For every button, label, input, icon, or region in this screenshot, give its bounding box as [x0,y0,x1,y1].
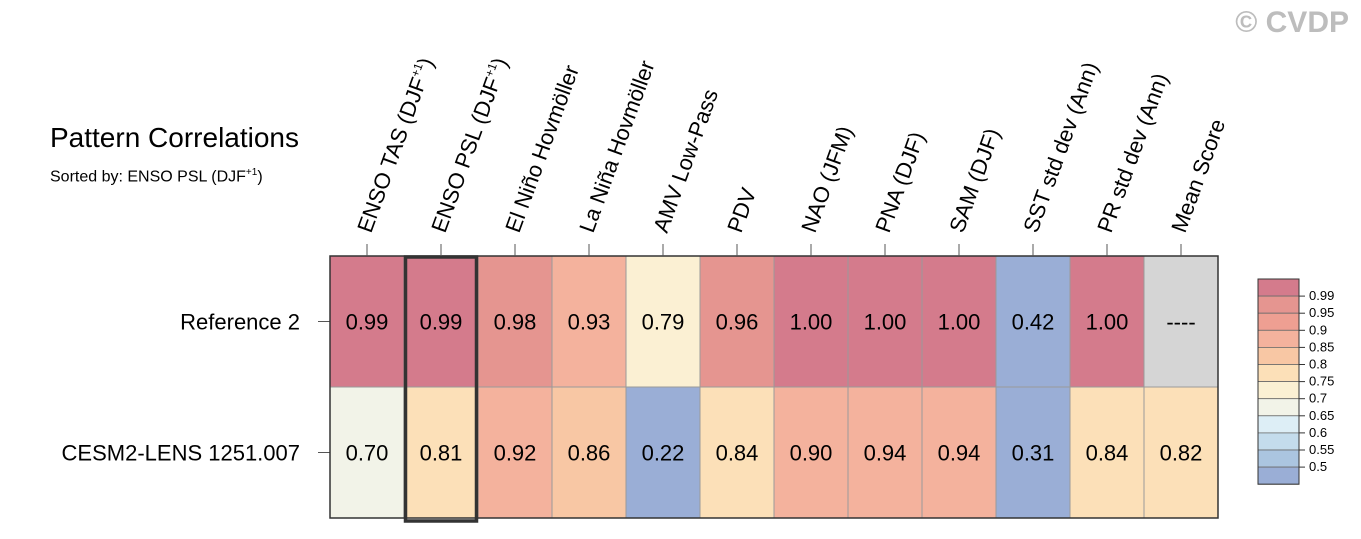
cell-value-label: 0.99 [346,310,389,335]
cell-value-label: 0.22 [642,441,685,466]
chart-title: Pattern Correlations [50,122,300,153]
heatmap-cell [1143,386,1219,519]
heatmap-cell [773,386,849,519]
heatmap-cell [477,255,553,388]
colorbar-tick-label: 0.9 [1309,322,1327,337]
colorbar-tick-label: 0.6 [1309,425,1327,440]
colorbar-tick-label: 0.5 [1309,459,1327,474]
colorbar-segment [1257,346,1300,365]
column-label: SST std dev (Ann) [1018,59,1103,236]
heatmap-cell [403,255,479,388]
colorbar-segment [1257,398,1300,417]
cell-value-label: 0.99 [420,310,463,335]
column-label: PDV [722,184,761,235]
heatmap-cell [1069,255,1145,388]
highlighted-column-box [403,255,479,523]
cell-value-label: 0.70 [346,441,389,466]
heatmap-cell [551,386,627,519]
cell-value-label: 0.94 [864,441,907,466]
heatmap-cell [551,255,627,388]
row-label: Reference 2 [180,310,300,335]
cell-value-label: 0.96 [716,310,759,335]
subtitle-sup: +1 [245,167,258,178]
heatmap-cell [847,255,923,388]
cell-value-label: 0.84 [716,441,759,466]
cell-value-label: 1.00 [864,310,907,335]
column-label: El Niño Hovmöller [500,62,584,236]
cell-value-label: 0.90 [790,441,833,466]
cell-value-label: 0.79 [642,310,685,335]
cell-value-label: 0.92 [494,441,537,466]
cvdp-watermark: © CVDP [1235,6,1349,39]
colorbar-segment [1257,312,1300,331]
heatmap-cell [625,255,701,388]
colorbar-tick-label: 0.65 [1309,408,1334,423]
cell-value-label: 0.93 [568,310,611,335]
column-label: Mean Score [1166,116,1230,236]
cell-value-label: 1.00 [938,310,981,335]
colorbar-tick-label: 0.55 [1309,442,1334,457]
cell-value-label: 0.31 [1012,441,1055,466]
heatmap-cell [477,386,553,519]
colorbar-segment [1257,449,1300,468]
column-label: PR std dev (Ann) [1092,70,1173,236]
chart-subtitle: Sorted by: ENSO PSL (DJF+1) [50,167,263,186]
heatmap-cell [403,386,479,519]
subtitle-text: Sorted by: ENSO PSL (DJF [50,168,246,186]
cell-value-label: 0.86 [568,441,611,466]
column-label: PNA (DJF) [870,128,929,235]
colorbar-tick-label: 0.7 [1309,391,1327,406]
colorbar-segment [1257,364,1300,383]
column-label: La Niña Hovmöller [574,57,659,236]
heatmap-cell [699,386,775,519]
cell-value-label: 0.84 [1086,441,1129,466]
colorbar-tick-label: 0.75 [1309,374,1334,389]
colorbar-segment [1257,381,1300,400]
colorbar-tick-label: 0.85 [1309,339,1334,354]
colorbar-segment [1257,295,1300,314]
cell-value-label: 0.82 [1160,441,1203,466]
subtitle-tail: ) [257,168,263,186]
cell-value-label: 0.42 [1012,310,1055,335]
colorbar-segment [1257,466,1300,485]
colorbar-segment [1257,432,1300,451]
colorbar-tick-label: 0.8 [1309,357,1327,372]
cell-value-label: 0.81 [420,441,463,466]
colorbar-segment [1257,329,1300,348]
heatmap-cell [995,386,1071,519]
colorbar-segment [1257,278,1300,297]
colorbar-tick-label: 0.95 [1309,305,1334,320]
colorbar-tick-label: 0.99 [1309,288,1334,303]
cell-value-label: ---- [1166,310,1195,335]
cell-value-label: 0.98 [494,310,537,335]
cell-value-label: 1.00 [790,310,833,335]
column-label: AMV Low-Pass [648,86,723,236]
cell-value-label: 0.94 [938,441,981,466]
heatmap-cell [625,386,701,519]
heatmap-cell [1069,386,1145,519]
heatmap-cell [995,255,1071,388]
column-label: ENSO PSL (DJF+1) [426,54,512,235]
heatmap-frame [329,255,1219,519]
heatmap-cell [921,386,997,519]
heatmap-cell [847,386,923,519]
row-label: CESM2-LENS 1251.007 [62,441,300,466]
heatmap-cell [329,386,405,519]
cell-value-label: 1.00 [1086,310,1129,335]
colorbar-segment [1257,415,1300,434]
column-label: ENSO TAS (DJF+1) [352,54,438,235]
column-label: SAM (DJF) [944,125,1005,236]
column-label: NAO (JFM) [796,123,858,236]
